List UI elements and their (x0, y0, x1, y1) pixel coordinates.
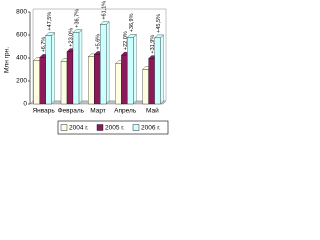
bar (66, 51, 74, 105)
data-label: +22,0% (123, 31, 129, 50)
legend-label: 2004 г. (69, 125, 89, 132)
x-tick-label: Май (146, 107, 159, 115)
data-label: +5,6% (96, 34, 102, 50)
bar (148, 58, 155, 105)
bar (39, 57, 46, 105)
bar (100, 24, 107, 105)
bar (127, 37, 134, 105)
x-tick-label: Февраль (58, 108, 85, 115)
bar (88, 56, 95, 105)
bar (142, 69, 149, 105)
legend-label: 2005 г. (105, 125, 125, 132)
data-label: +36,9% (129, 13, 135, 32)
bar-side (133, 33, 137, 105)
y-tick-label: 800 (16, 9, 27, 16)
y-tick-label: 400 (16, 55, 27, 62)
bar (154, 37, 161, 105)
bar (121, 54, 128, 105)
data-label: +31,9% (150, 35, 156, 54)
y-axis-label: Млн грн. (4, 47, 11, 73)
legend-swatch (60, 124, 68, 131)
x-tick-label: Январь (32, 108, 55, 115)
bar-side (106, 21, 110, 105)
legend-swatch (96, 124, 104, 131)
bar (60, 61, 68, 105)
legend-label: 2006 г. (141, 125, 161, 132)
bar (115, 63, 122, 105)
bar (72, 32, 80, 105)
bar (45, 35, 52, 105)
legend-swatch (132, 124, 140, 131)
data-label: +23,0% (68, 28, 74, 47)
data-label: +47,5% (47, 12, 53, 31)
y-tick-label: 200 (16, 78, 27, 85)
data-label: +6,7% (41, 37, 47, 53)
y-tick-label: 0 (23, 101, 27, 108)
y-tick-label: 600 (16, 32, 27, 39)
bar (94, 54, 101, 105)
bar-side (78, 29, 83, 105)
chart: Млн грн. 0 200 400 600 800 Январь +6,7%+47,5% Ф… (4, 1, 169, 135)
bar-side (51, 32, 55, 105)
bar (33, 60, 40, 105)
data-label: +45,5% (156, 14, 162, 33)
data-label: +36,7% (74, 9, 80, 28)
legend-box (57, 120, 169, 135)
x-tick-label: Март (90, 108, 106, 115)
data-label: +61,1% (102, 1, 108, 20)
x-tick-label: Апрель (114, 108, 137, 115)
bar-side (160, 34, 164, 105)
